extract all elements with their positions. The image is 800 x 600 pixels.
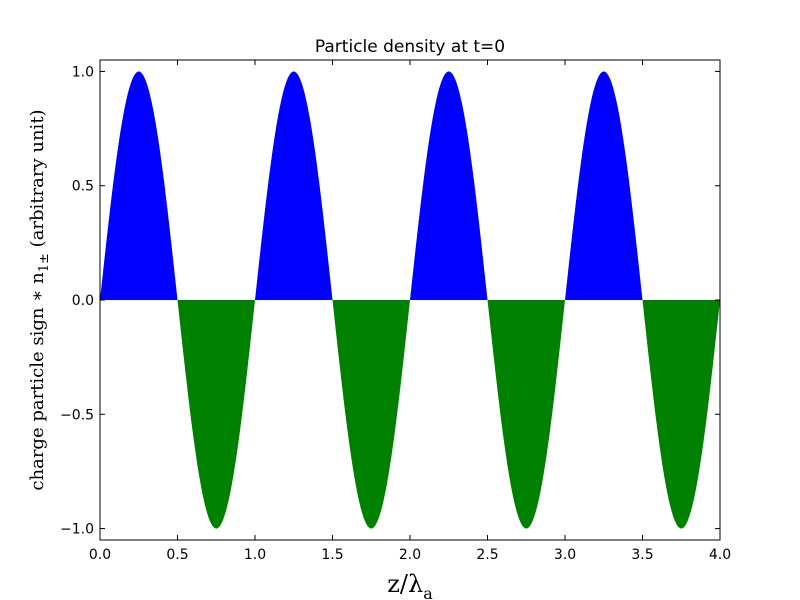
negative-density-area xyxy=(177,300,255,529)
y-axis-label-subscript: 1± xyxy=(37,253,52,272)
negative-density-area xyxy=(642,300,720,529)
negative-density-area xyxy=(332,300,410,529)
area-layer xyxy=(100,71,720,529)
x-tick-label: 3.5 xyxy=(631,547,653,563)
x-tick-label: 1.0 xyxy=(244,547,266,563)
x-tick-label: 4.0 xyxy=(709,547,731,563)
positive-density-area xyxy=(100,71,178,301)
y-tick-label: 0.5 xyxy=(72,179,94,195)
x-tick-label: 2.5 xyxy=(476,547,498,563)
y-axis-label-suffix: (arbitrary unit) xyxy=(27,109,48,253)
chart-title: Particle density at t=0 xyxy=(315,37,505,57)
x-tick-label: 3.0 xyxy=(554,547,576,563)
y-tick-label: −0.5 xyxy=(60,407,94,423)
positive-density-area xyxy=(410,71,488,301)
x-axis-label-subscript: a xyxy=(423,584,433,600)
y-tick-label: 0.0 xyxy=(72,293,94,309)
tick-layer: 0.0 0.5 1.0 1.5 2.0 2.5 3.0 3.5 4.0 1.0 0.5 0.0 −0.5… xyxy=(60,60,731,563)
negative-density-area xyxy=(487,300,565,529)
x-axis-label-main: z/λ xyxy=(387,570,423,598)
x-tick-label: 0.0 xyxy=(89,547,111,563)
x-tick-label: 1.5 xyxy=(321,547,343,563)
x-axis-label: z/λa xyxy=(387,570,433,600)
y-axis-label: charge particle sign ∗ n1± (arbitrary un… xyxy=(27,109,52,490)
x-tick-label: 0.5 xyxy=(166,547,188,563)
positive-density-area xyxy=(565,71,643,301)
y-tick-label: −1.0 xyxy=(60,522,94,538)
x-tick-label: 2.0 xyxy=(399,547,421,563)
positive-density-area xyxy=(255,71,333,301)
y-tick-label: 1.0 xyxy=(72,64,94,80)
y-axis-label-main: charge particle sign ∗ n xyxy=(27,272,48,491)
